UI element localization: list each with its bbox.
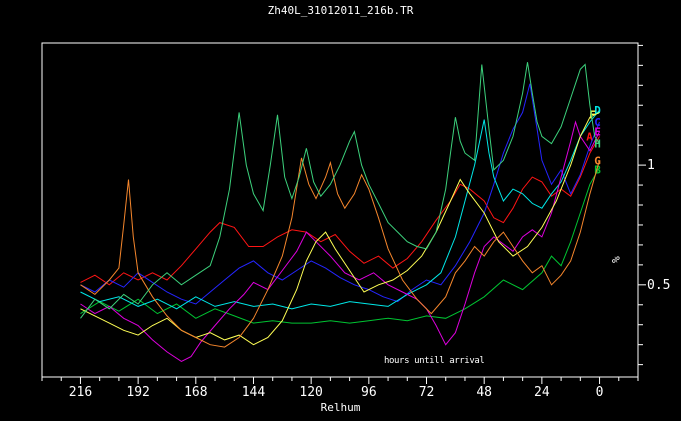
x-tick-label: 48 <box>476 385 492 400</box>
series-end-label-H: H <box>594 138 601 151</box>
plot-box <box>41 42 639 378</box>
series-end-label-A: A <box>586 130 593 143</box>
series-end-label-D: D <box>594 104 601 117</box>
x-tick-label: 120 <box>299 385 322 400</box>
series-line-H <box>80 62 600 319</box>
y-tick-label: 1 <box>647 158 655 173</box>
series-line-F <box>80 111 600 346</box>
series-end-label-C: C <box>594 116 601 129</box>
series-end-label-F: F <box>589 108 596 121</box>
series-end-label-B: B <box>594 164 601 177</box>
x-tick-label: 144 <box>242 385 266 400</box>
series-line-A <box>80 136 600 286</box>
x-tick-label: 24 <box>534 385 550 400</box>
x-tick-label: 72 <box>419 385 435 400</box>
x-tick-label: 168 <box>184 385 207 400</box>
series-line-C <box>80 83 600 305</box>
series-end-label-E: E <box>594 126 601 139</box>
x-axis-title: Relhum <box>320 401 361 414</box>
series-line-B <box>80 167 600 324</box>
x-tick-label: 192 <box>126 385 149 400</box>
series-line-G <box>80 157 600 348</box>
series-end-label-G: G <box>594 154 601 167</box>
chart-title: Zh40L_31012011_216b.TR <box>267 4 414 17</box>
y-axis-title: % <box>608 256 622 263</box>
series-line-D <box>80 109 600 310</box>
x-tick-label: 96 <box>361 385 377 400</box>
x-axis-annotation: hours untill arrival <box>384 356 485 366</box>
y-tick-label: 0.5 <box>647 278 670 293</box>
x-tick-label: 216 <box>69 385 92 400</box>
x-tick-label: 0 <box>596 385 604 400</box>
series-line-E <box>80 120 600 362</box>
